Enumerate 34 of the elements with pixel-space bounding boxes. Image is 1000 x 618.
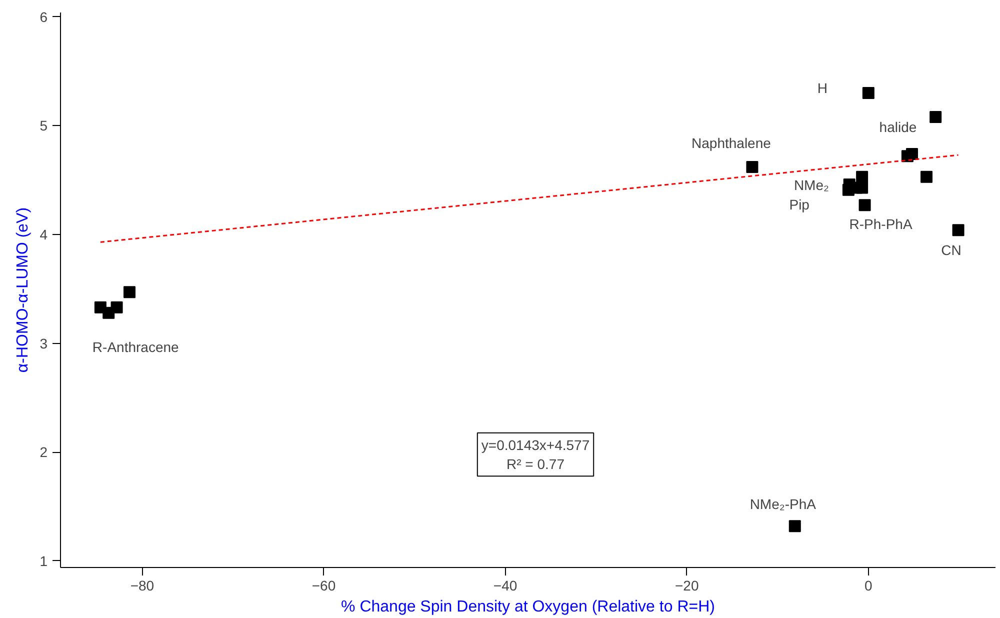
point [788,520,801,532]
y-tick-label: 6 [40,8,48,25]
y-tick-label: 1 [40,552,48,569]
y-tick-label: 2 [40,444,48,460]
annotation: Pip [789,196,810,212]
point [746,161,758,174]
annotation: y=0.0143x+4.577 R² = 0.77 [481,436,590,472]
point [856,182,868,194]
annotation: halide [879,118,917,135]
y-tick-label: 5 [40,118,48,134]
annotation: H [817,80,828,96]
point [858,199,871,212]
annotation: Naphthalene [692,135,772,152]
x-tick-label: −20 [674,578,699,594]
point [862,87,874,100]
y-tick-label: 3 [40,335,48,352]
annotation: NMe₂-PhA [750,496,817,512]
y-axis-title: α-HOMO-α-LUMO (eV) [14,207,32,373]
annotation: R-Anthracene [92,338,180,355]
x-tick-label: −60 [312,578,336,594]
y-tick-label: 4 [40,226,48,242]
point [930,110,942,123]
x-tick-label: −40 [493,578,518,594]
annotation: NMe₂ [794,176,829,193]
point [920,170,933,183]
annotation: R-Ph-PhA [849,216,913,232]
x-axis-title: % Change Spin Density at Oxygen (Relative to R=H) [341,598,715,616]
point [906,148,918,160]
point [123,286,136,298]
point [952,224,964,236]
point [110,301,123,314]
x-tick-label: 0 [864,578,873,594]
annotation: CN [941,242,962,258]
x-tick-label: −80 [130,578,154,594]
